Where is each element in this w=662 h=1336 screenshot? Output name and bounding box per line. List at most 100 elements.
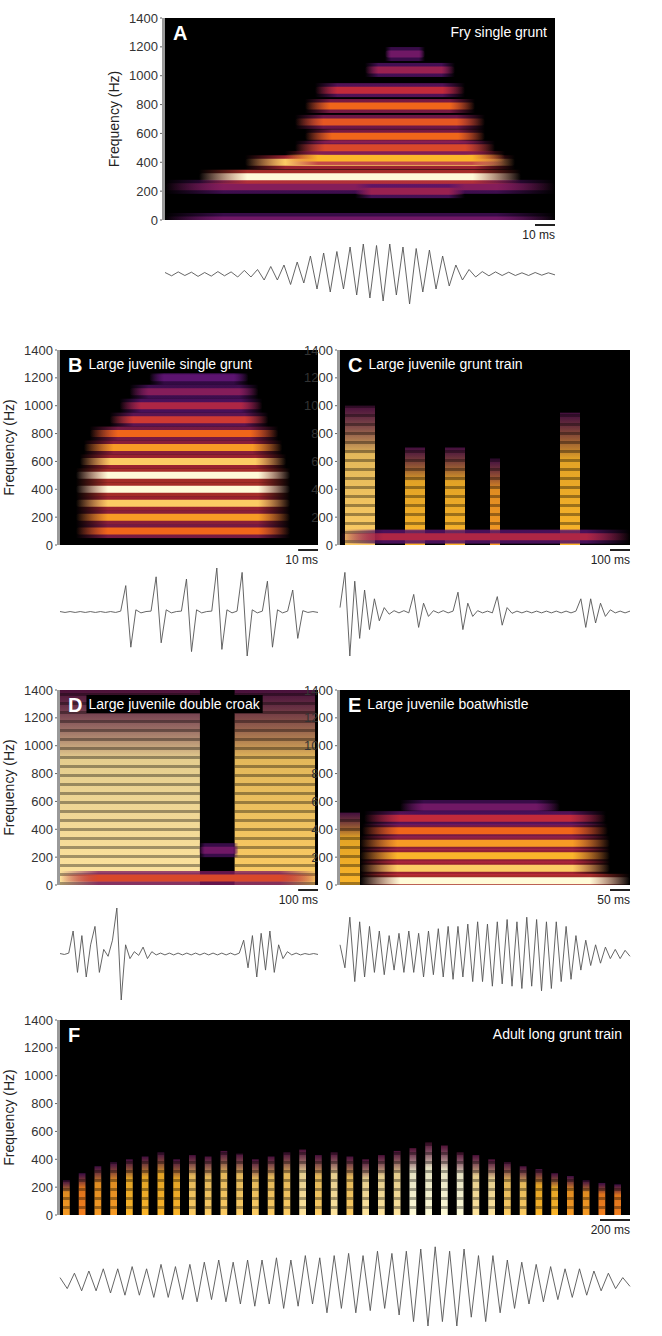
- y-axis-title: Frequency (Hz): [1, 1069, 17, 1165]
- band-glow: [360, 861, 610, 875]
- y-tick-label: 800: [311, 426, 333, 441]
- harmonic-band: [360, 840, 610, 847]
- pulse: [284, 1152, 291, 1215]
- y-tick-label: 1000: [24, 738, 53, 753]
- pulse: [504, 1162, 511, 1215]
- panel-title: Large juvenile grunt train: [368, 356, 522, 372]
- scale-bar: [610, 549, 630, 551]
- pulse-texture: [110, 1162, 117, 1215]
- band-glow: [355, 184, 465, 198]
- pulse-texture: [299, 1150, 306, 1215]
- pulse-texture: [362, 1159, 369, 1215]
- pulse-texture: [520, 1166, 527, 1215]
- panel-letter: E: [348, 694, 361, 716]
- band-glow: [84, 441, 282, 455]
- harmonic-band: [76, 472, 290, 479]
- y-tick: [55, 773, 57, 774]
- scale-bar: [298, 889, 318, 891]
- y-tick: [160, 191, 162, 192]
- panel: 0200400600800100012001400CLarge juvenile…: [304, 343, 630, 657]
- scale-bar-label: 10 ms: [285, 553, 318, 567]
- y-tick-label: 1000: [129, 68, 158, 83]
- pulse: [473, 1155, 480, 1215]
- harmonic-band: [355, 188, 465, 195]
- scale-bar-label: 100 ms: [591, 553, 630, 567]
- harmonic-band: [385, 51, 425, 58]
- y-tick: [55, 1159, 57, 1160]
- harmonic-band: [340, 533, 630, 540]
- pulse: [567, 1176, 574, 1215]
- pulse: [362, 1159, 369, 1215]
- plot-area: [165, 18, 555, 220]
- pulse: [299, 1150, 306, 1215]
- harmonic-band: [165, 217, 555, 221]
- pulse-texture: [504, 1162, 511, 1215]
- scale-bar: [298, 549, 318, 551]
- harmonic-band: [400, 804, 560, 811]
- pulse: [205, 1157, 212, 1216]
- band-glow: [76, 482, 290, 496]
- y-tick: [160, 18, 162, 19]
- y-tick: [55, 829, 57, 830]
- pulse-texture: [536, 1169, 543, 1215]
- harmonic-band: [315, 87, 465, 94]
- y-tick-label: 1200: [129, 39, 158, 54]
- harmonic-band: [76, 500, 290, 507]
- pulse: [425, 1143, 432, 1215]
- pulse-texture: [410, 1148, 417, 1215]
- pulse: [95, 1166, 102, 1215]
- band-glow: [110, 413, 269, 427]
- y-tick: [335, 857, 337, 858]
- pulse: [252, 1159, 259, 1215]
- pulse-texture: [331, 1152, 338, 1215]
- harmonic-band: [60, 875, 318, 882]
- panel-title: Fry single grunt: [451, 24, 548, 40]
- band-glow: [385, 47, 425, 61]
- y-tick-label: 600: [136, 126, 158, 141]
- pulse: [235, 690, 315, 885]
- band-glow: [199, 170, 521, 184]
- pulse-texture: [347, 1157, 354, 1216]
- pulse-texture: [236, 1154, 243, 1215]
- panel: 0200400600800100012001400Frequency (Hz)B…: [1, 343, 318, 657]
- y-tick-label: 1000: [304, 398, 333, 413]
- y-tick: [335, 829, 337, 830]
- pulse: [189, 1155, 196, 1215]
- panel-letter: A: [173, 22, 187, 44]
- pulse: [614, 1184, 621, 1215]
- pulse-texture: [488, 1159, 495, 1215]
- pulse: [60, 690, 200, 885]
- y-axis: [337, 690, 340, 885]
- band-glow: [76, 524, 290, 538]
- band-glow: [76, 496, 290, 510]
- pulse: [268, 1157, 275, 1216]
- y-tick: [335, 377, 337, 378]
- harmonic-band: [76, 514, 290, 521]
- title-ground: [365, 695, 530, 713]
- pulse: [441, 1145, 448, 1215]
- pulse: [236, 1154, 243, 1215]
- pulse-texture: [394, 1151, 401, 1215]
- y-tick-label: 600: [31, 454, 53, 469]
- waveform: [60, 908, 318, 1000]
- panel-title: Large juvenile single grunt: [88, 356, 252, 372]
- band-glow: [76, 468, 290, 482]
- y-tick-label: 0: [46, 878, 53, 893]
- y-tick-label: 1400: [24, 343, 53, 358]
- y-axis: [337, 350, 340, 545]
- harmonic-band: [90, 430, 279, 437]
- harmonic-band: [199, 173, 521, 180]
- waveform: [340, 917, 630, 991]
- waveform: [60, 1247, 630, 1326]
- y-tick-label: 1200: [304, 370, 333, 385]
- pulse: [142, 1157, 149, 1216]
- y-tick: [55, 433, 57, 434]
- waveform: [165, 244, 555, 304]
- pulse-texture: [63, 1180, 70, 1215]
- plot-area: [340, 350, 630, 545]
- band-glow: [360, 849, 610, 863]
- y-tick: [55, 1020, 57, 1021]
- band-glow: [360, 874, 630, 885]
- marks: [340, 406, 630, 545]
- y-tick: [55, 690, 57, 691]
